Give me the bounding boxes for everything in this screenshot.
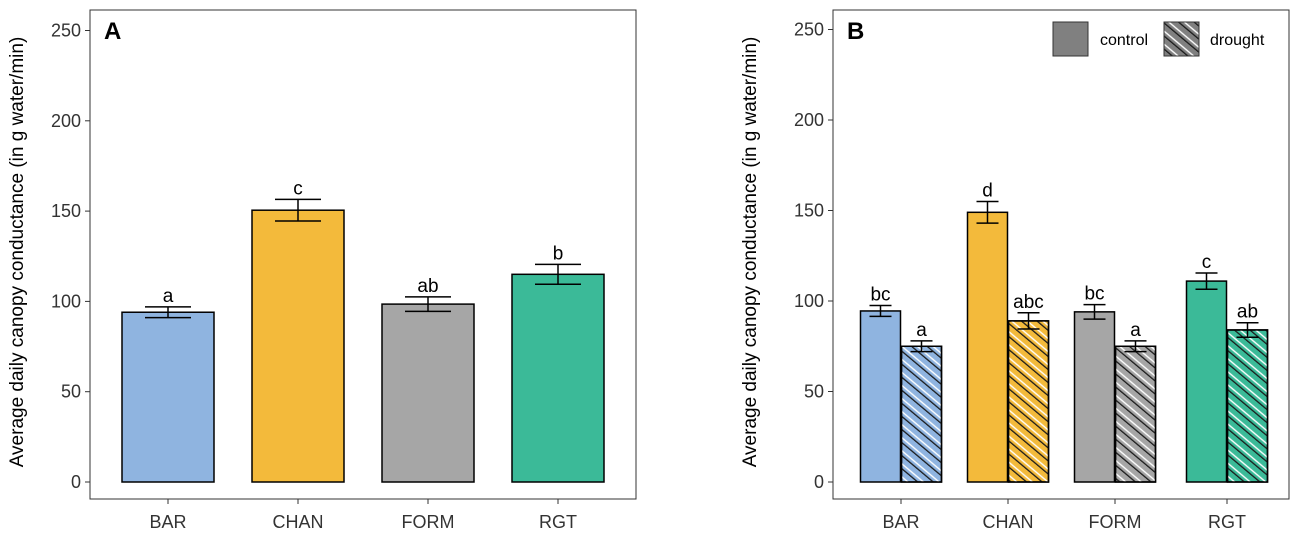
panel-a-x-axis: BAR CHAN FORM RGT — [149, 499, 577, 532]
panel-a-y-axis: 0 50 100 150 200 250 — [51, 21, 90, 492]
panel-b-label: B — [847, 18, 864, 45]
panel-b-bar-bar-control-significance-label: bc — [870, 285, 890, 306]
panel-a-x-tick-label: FORM — [402, 512, 455, 532]
panel-a-x-tick-label: RGT — [539, 512, 577, 532]
panel-b-x-tick-label: FORM — [1089, 512, 1142, 532]
panel-b-y-axis: 0 50 100 150 200 250 — [794, 20, 833, 492]
panel-a-y-tick-label: 50 — [61, 382, 81, 402]
panel-a-bar-form-significance-label: ab — [417, 276, 438, 297]
panel-b-bar-bar-drought-hatch — [900, 345, 943, 483]
panel-b-y-tick-label: 250 — [794, 20, 824, 40]
panel-b-bar-form-control — [1073, 311, 1116, 483]
panel-b-bar-rgt-drought-significance-label: ab — [1237, 302, 1258, 323]
panel-b-bar-form-drought-significance-label: a — [1130, 320, 1141, 341]
panel-b-bar-chan-drought-hatch — [1007, 320, 1050, 483]
panel-a-bar-form — [381, 303, 475, 483]
panel-a-x-tick-label: BAR — [149, 512, 186, 532]
panel-a-bar-rgt-significance-label: b — [553, 243, 564, 264]
panel-a-y-axis-title: Average daily canopy conductance (in g w… — [7, 37, 28, 468]
panel-a-bar-rgt — [511, 273, 605, 483]
panel-b-bar-chan-control — [966, 211, 1009, 483]
panel-b-x-tick-label: CHAN — [982, 512, 1033, 532]
panel-b-bar-chan-control-significance-label: d — [982, 180, 993, 201]
panel-b-y-axis-title: Average daily canopy conductance (in g w… — [740, 37, 761, 468]
panel-b-x-axis: BAR CHAN FORM RGT — [882, 499, 1246, 532]
legend-control-label: control — [1100, 32, 1148, 49]
panel-b-y-tick-label: 50 — [804, 382, 824, 402]
panel-b-bar-bar-control — [859, 310, 902, 483]
panel-a-y-tick-label: 250 — [51, 21, 81, 41]
panel-a-x-tick-label: CHAN — [272, 512, 323, 532]
panel-a-bar-chan — [251, 209, 345, 483]
panel-b-bar-rgt-control-significance-label: c — [1202, 252, 1212, 273]
panel-b-bar-form-drought-hatch — [1114, 345, 1157, 483]
panel-b-bar-chan-drought-significance-label: abc — [1013, 292, 1044, 313]
panel-b-bar-rgt-control — [1185, 280, 1228, 483]
panel-b-y-tick-label: 200 — [794, 110, 824, 130]
legend: control drought — [1052, 21, 1265, 57]
panel-b-bar-form-control-significance-label: bc — [1084, 284, 1104, 305]
panel-b-x-tick-label: RGT — [1208, 512, 1246, 532]
panel-a-y-tick-label: 0 — [71, 472, 81, 492]
legend-control-swatch — [1052, 21, 1089, 57]
panel-b-x-tick-label: BAR — [882, 512, 919, 532]
panel-a-bar-chan-significance-label: c — [293, 178, 303, 199]
panel-b-bar-bar-drought-significance-label: a — [916, 320, 927, 341]
panel-b-y-tick-label: 100 — [794, 291, 824, 311]
panel-b-bars: bc d bc c a abc a ab — [859, 180, 1269, 483]
panel-a-y-tick-label: 100 — [51, 291, 81, 311]
panel-b-y-tick-label: 0 — [814, 472, 824, 492]
legend-drought-swatch — [1163, 21, 1200, 57]
panel-a-bar-bar-significance-label: a — [163, 286, 174, 307]
panel-a-label: A — [104, 18, 121, 45]
panel-b: B Average daily canopy conductance (in g… — [740, 9, 1290, 532]
panel-a-y-tick-label: 150 — [51, 201, 81, 221]
panel-a-y-tick-label: 200 — [51, 111, 81, 131]
panel-b-y-tick-label: 150 — [794, 201, 824, 221]
panel-b-bar-rgt-drought-hatch — [1226, 329, 1269, 483]
panel-a-bar-bar — [121, 311, 215, 483]
panel-a: A Average daily canopy conductance (in g… — [7, 9, 637, 532]
legend-drought-label: drought — [1210, 32, 1265, 49]
panel-a-bars: a c ab b — [121, 178, 605, 483]
